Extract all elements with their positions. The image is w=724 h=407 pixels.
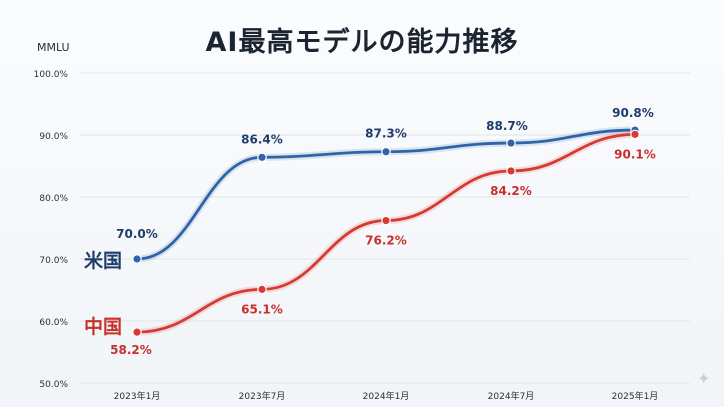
y-tick-label: 80.0% — [39, 194, 68, 204]
data-point-cn — [506, 166, 516, 176]
data-label-us: 88.7% — [486, 119, 528, 133]
y-tick-label: 50.0% — [39, 380, 68, 390]
y-tick-label: 100.0% — [34, 70, 69, 80]
chart-title: AI最高モデルの能力推移 — [205, 27, 519, 58]
data-point-cn — [381, 215, 391, 226]
data-point-cn — [132, 327, 142, 337]
data-label-cn: 90.1% — [614, 147, 656, 161]
data-point-cn — [630, 129, 640, 140]
data-label-us: 70.0% — [116, 227, 158, 241]
data-point-cn — [257, 284, 267, 295]
data-point-us — [257, 152, 267, 163]
x-tick-label: 2024年7月 — [488, 390, 535, 402]
data-label-cn: 65.1% — [241, 302, 283, 316]
y-axis-label: MMLU — [37, 41, 70, 54]
data-point-us — [381, 146, 391, 157]
data-label-us: 87.3% — [365, 127, 407, 141]
x-tick-label: 2025年1月 — [612, 390, 659, 402]
x-tick-label: 2024年1月 — [363, 390, 410, 402]
sparkle-icon: ✦ — [697, 369, 711, 388]
series-line-us — [135, 128, 637, 261]
y-tick-label: 60.0% — [39, 318, 68, 328]
data-label-cn: 76.2% — [365, 234, 407, 248]
data-label-cn: 58.2% — [110, 343, 152, 357]
y-tick-label: 90.0% — [39, 132, 68, 142]
series-name-us: 米国 — [84, 249, 122, 272]
series-name-cn: 中国 — [84, 315, 122, 338]
x-tick-label: 2023年1月 — [114, 390, 161, 402]
x-tick-label: 2023年7月 — [239, 390, 286, 402]
data-label-us: 86.4% — [241, 132, 283, 146]
data-label-us: 90.8% — [612, 106, 654, 120]
data-point-us — [132, 254, 142, 264]
data-point-us — [506, 138, 516, 148]
y-tick-label: 70.0% — [39, 256, 68, 266]
data-label-cn: 84.2% — [490, 184, 532, 198]
